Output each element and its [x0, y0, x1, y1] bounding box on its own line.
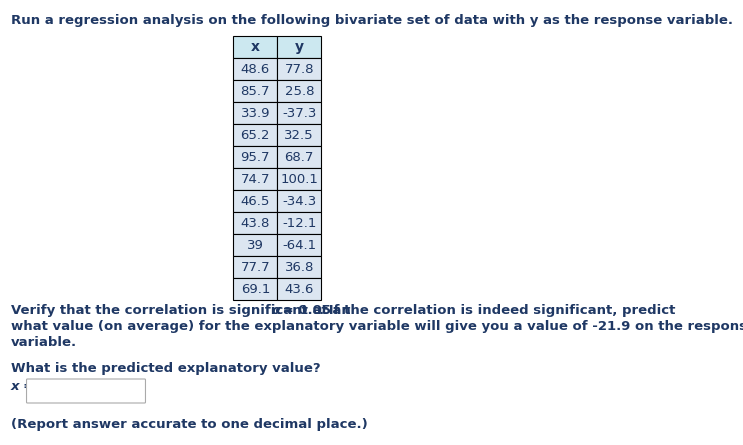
Bar [277, 124, 321, 146]
Text: x =: x = [10, 380, 35, 393]
Text: Verify that the correlation is significant at an: Verify that the correlation is significa… [10, 304, 355, 317]
Bar [277, 146, 321, 168]
Bar [233, 234, 277, 256]
Text: 39: 39 [247, 239, 264, 251]
Text: 65.2: 65.2 [241, 129, 270, 142]
Text: 32.5: 32.5 [285, 129, 314, 142]
Bar [233, 278, 277, 300]
Text: (Report answer accurate to one decimal place.): (Report answer accurate to one decimal p… [10, 418, 367, 431]
Bar [277, 278, 321, 300]
Text: = 0.05: = 0.05 [279, 304, 331, 317]
Text: y: y [295, 40, 304, 54]
Text: α: α [271, 304, 281, 317]
Text: 48.6: 48.6 [241, 62, 270, 76]
Bar [277, 256, 321, 278]
Bar [233, 80, 277, 102]
Text: 43.8: 43.8 [241, 217, 270, 230]
Text: -64.1: -64.1 [282, 239, 317, 251]
Text: x: x [251, 40, 260, 54]
Bar [233, 212, 277, 234]
Text: 43.6: 43.6 [285, 283, 314, 295]
Text: 77.8: 77.8 [285, 62, 314, 76]
Text: 100.1: 100.1 [280, 173, 318, 186]
FancyBboxPatch shape [27, 379, 146, 403]
Bar [277, 168, 321, 190]
Bar [233, 190, 277, 212]
Text: 68.7: 68.7 [285, 150, 314, 163]
Text: . If the correlation is indeed significant, predict: . If the correlation is indeed significa… [319, 304, 675, 317]
Text: 69.1: 69.1 [241, 283, 270, 295]
Text: Run a regression analysis on the following bivariate set of data with y as the r: Run a regression analysis on the followi… [10, 14, 733, 27]
Bar [233, 124, 277, 146]
Text: 85.7: 85.7 [241, 85, 270, 97]
Bar [233, 168, 277, 190]
Bar [277, 190, 321, 212]
Bar [233, 36, 277, 58]
Text: 36.8: 36.8 [285, 260, 314, 274]
Text: -12.1: -12.1 [282, 217, 317, 230]
Text: 33.9: 33.9 [241, 106, 270, 120]
Text: -34.3: -34.3 [282, 194, 317, 207]
Text: -37.3: -37.3 [282, 106, 317, 120]
Bar [233, 146, 277, 168]
Bar [277, 80, 321, 102]
Text: 25.8: 25.8 [285, 85, 314, 97]
Bar [277, 212, 321, 234]
Text: what value (on average) for the explanatory variable will give you a value of -2: what value (on average) for the explanat… [10, 320, 743, 333]
Bar [233, 102, 277, 124]
Bar [277, 58, 321, 80]
Text: 77.7: 77.7 [241, 260, 270, 274]
Bar [277, 234, 321, 256]
Text: What is the predicted explanatory value?: What is the predicted explanatory value? [10, 362, 320, 375]
Text: 74.7: 74.7 [241, 173, 270, 186]
Bar [233, 256, 277, 278]
Bar [233, 58, 277, 80]
Text: 95.7: 95.7 [241, 150, 270, 163]
Text: 46.5: 46.5 [241, 194, 270, 207]
Bar [277, 102, 321, 124]
Bar [277, 36, 321, 58]
Text: variable.: variable. [10, 336, 77, 349]
